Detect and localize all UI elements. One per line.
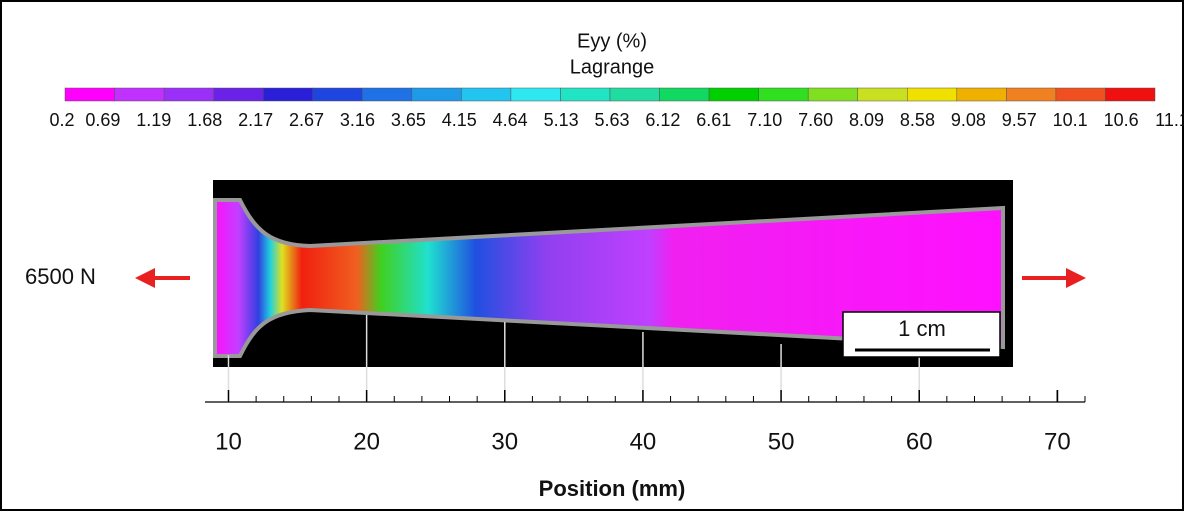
colorbar-segment	[956, 87, 1007, 102]
colorbar-segment	[1105, 87, 1156, 102]
colorbar-segment	[708, 87, 759, 102]
colorbar-label: 1.19	[136, 110, 171, 130]
colorbar-subtitle: Lagrange	[570, 56, 655, 78]
colorbar-segment	[64, 87, 115, 102]
colorbar-label: 4.64	[493, 110, 528, 130]
colorbar-label: 2.17	[238, 110, 273, 130]
colorbar-label: 7.10	[747, 110, 782, 130]
colorbar-segment	[312, 87, 363, 102]
colorbar-label: 10.1	[1053, 110, 1088, 130]
colorbar-label: 6.61	[696, 110, 731, 130]
position-axis: 10 20 30 40 50 60 70	[205, 315, 1086, 455]
load-label: 6500 N	[25, 264, 96, 289]
colorbar: 0.2 0.69 1.19 1.68 2.17 2.67 3.16 3.65 4.15 4.64 5…	[49, 87, 1184, 130]
load-arrow-left	[135, 268, 190, 288]
tick-label: 30	[491, 428, 518, 455]
colorbar-label: 4.15	[442, 110, 477, 130]
colorbar-label: 10.6	[1104, 110, 1139, 130]
colorbar-label: 11.1	[1155, 110, 1184, 130]
scale-bar-label: 1 cm	[898, 316, 946, 341]
colorbar-label: 8.09	[849, 110, 884, 130]
colorbar-label: 0.2	[49, 110, 74, 130]
colorbar-segment	[1055, 87, 1106, 102]
colorbar-segment	[807, 87, 858, 102]
colorbar-segment	[758, 87, 809, 102]
colorbar-segment	[857, 87, 908, 102]
colorbar-label: 5.13	[544, 110, 579, 130]
colorbar-label: 2.67	[289, 110, 324, 130]
colorbar-segment	[461, 87, 512, 102]
load-arrow-right	[1022, 268, 1086, 288]
colorbar-label: 3.16	[340, 110, 375, 130]
tick-label: 50	[768, 428, 795, 455]
colorbar-segment	[609, 87, 660, 102]
tick-label: 10	[215, 428, 242, 455]
colorbar-segment	[362, 87, 413, 102]
tick-label: 40	[630, 428, 657, 455]
colorbar-segment	[262, 87, 313, 102]
colorbar-title: Eyy (%)	[577, 30, 647, 52]
colorbar-label: 7.60	[798, 110, 833, 130]
colorbar-label: 8.58	[900, 110, 935, 130]
colorbar-segment	[907, 87, 958, 102]
colorbar-segment	[1006, 87, 1057, 102]
colorbar-segment	[213, 87, 264, 102]
colorbar-segment	[510, 87, 561, 102]
colorbar-label: 0.69	[85, 110, 120, 130]
colorbar-label: 3.65	[391, 110, 426, 130]
colorbar-label: 9.08	[951, 110, 986, 130]
colorbar-label: 6.12	[645, 110, 680, 130]
colorbar-label: 1.68	[187, 110, 222, 130]
tick-label: 60	[906, 428, 933, 455]
colorbar-label: 9.57	[1002, 110, 1037, 130]
axis-label: Position (mm)	[539, 476, 686, 501]
colorbar-segment	[560, 87, 611, 102]
colorbar-segment	[114, 87, 165, 102]
tick-label: 20	[353, 428, 380, 455]
colorbar-segment	[163, 87, 214, 102]
colorbar-segment	[411, 87, 462, 102]
colorbar-segment	[659, 87, 710, 102]
tick-label: 70	[1044, 428, 1071, 455]
specimen	[213, 198, 1005, 358]
colorbar-label: 5.63	[594, 110, 629, 130]
